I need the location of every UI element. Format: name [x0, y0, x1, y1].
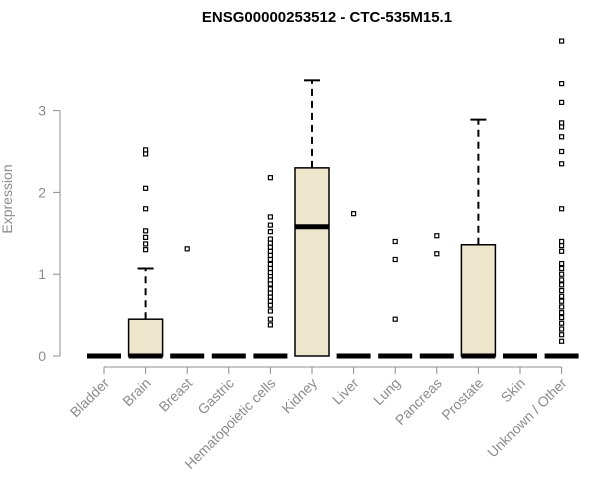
outlier-point [184, 246, 190, 252]
outlier-point [267, 308, 273, 314]
outlier-point [558, 124, 565, 130]
outlier-point [558, 134, 565, 140]
outlier-point [558, 326, 565, 332]
outlier-point [267, 252, 273, 258]
outlier-point [392, 238, 398, 245]
outlier-point [267, 281, 273, 287]
outlier-point [558, 271, 565, 277]
outlier-point [558, 81, 565, 87]
box-kidney [294, 79, 330, 357]
outlier-point [558, 282, 565, 288]
outlier-point [558, 293, 565, 299]
outlier-point [267, 322, 273, 328]
outlier-point [143, 206, 149, 212]
y-tick-label: 1 [38, 266, 46, 282]
outlier-point [143, 247, 149, 253]
outlier-point [267, 290, 273, 296]
outlier-point [267, 316, 273, 322]
box-brain [127, 147, 164, 359]
box-hematopoietic-cells [253, 175, 288, 359]
chart-title: ENSG00000253512 - CTC-535M15.1 [202, 9, 452, 26]
outlier-point [558, 238, 565, 245]
outlier-point [392, 256, 398, 263]
x-tick-label: Prostate [438, 375, 486, 423]
outlier-point [558, 304, 565, 310]
outlier-point [267, 286, 273, 292]
outlier-point [558, 242, 565, 249]
box-breast [170, 246, 205, 359]
x-tick-label: Brain [119, 375, 153, 409]
outlier-point [267, 244, 273, 250]
outlier-point [558, 206, 565, 212]
x-tick-label: Unknown / Other [484, 375, 570, 461]
y-axis-label: Expression [0, 164, 15, 233]
y-tick-label: 2 [38, 184, 46, 200]
outlier-point [267, 175, 273, 181]
boxes-group [87, 38, 579, 359]
x-tick-label: Kidney [279, 375, 321, 417]
box-prostate [460, 118, 497, 359]
outlier-point [143, 147, 149, 153]
y-tick-label: 0 [38, 348, 46, 364]
outlier-point [558, 287, 565, 294]
x-tick-label: Liver [329, 375, 362, 408]
outlier-point [558, 120, 565, 126]
outlier-point [558, 248, 565, 254]
outlier-point [267, 222, 273, 228]
outlier-point [558, 338, 565, 344]
outlier-point [267, 294, 273, 300]
outlier-point [143, 185, 149, 191]
outlier-point [143, 151, 149, 157]
x-tick-label: Lung [370, 375, 403, 408]
outlier-point [267, 298, 273, 304]
outlier-point [143, 234, 149, 240]
outlier-point [267, 214, 273, 220]
outlier-point [558, 38, 565, 44]
outlier-point [558, 320, 565, 326]
iqr-box [460, 244, 497, 357]
x-tick-label: Breast [155, 375, 195, 415]
y-tick-label: 3 [38, 103, 46, 119]
outlier-point [267, 261, 273, 267]
outlier-point [267, 240, 273, 246]
outlier-point [558, 310, 565, 316]
box-liver [336, 211, 371, 359]
x-tick-label: Skin [498, 375, 529, 406]
outlier-point [558, 148, 565, 155]
outlier-point [267, 248, 273, 254]
outlier-point [143, 241, 149, 247]
box-unknown-other [544, 38, 579, 359]
outlier-point [558, 99, 565, 106]
outlier-point [558, 260, 565, 267]
outlier-point [267, 229, 273, 235]
outlier-point [267, 256, 273, 263]
iqr-box [127, 318, 164, 357]
outlier-point [558, 332, 565, 338]
outlier-point [351, 211, 357, 217]
outlier-point [434, 233, 440, 239]
x-tick-label: Bladder [67, 375, 113, 421]
y-axis: 0 1 2 3 [38, 103, 61, 364]
outlier-point [558, 298, 565, 304]
outlier-point [267, 269, 273, 276]
outlier-point [267, 265, 273, 272]
outlier-point [267, 277, 273, 283]
outlier-point [267, 302, 273, 308]
iqr-box [294, 167, 330, 357]
outlier-point [267, 236, 273, 242]
outlier-point [558, 314, 565, 321]
outlier-point [434, 251, 440, 257]
outlier-point [143, 228, 149, 234]
box-lung [378, 238, 413, 359]
outlier-point [558, 265, 565, 272]
outlier-point [392, 316, 398, 322]
box-pancreas [419, 233, 454, 359]
outlier-point [558, 161, 565, 167]
outlier-point [558, 277, 565, 283]
